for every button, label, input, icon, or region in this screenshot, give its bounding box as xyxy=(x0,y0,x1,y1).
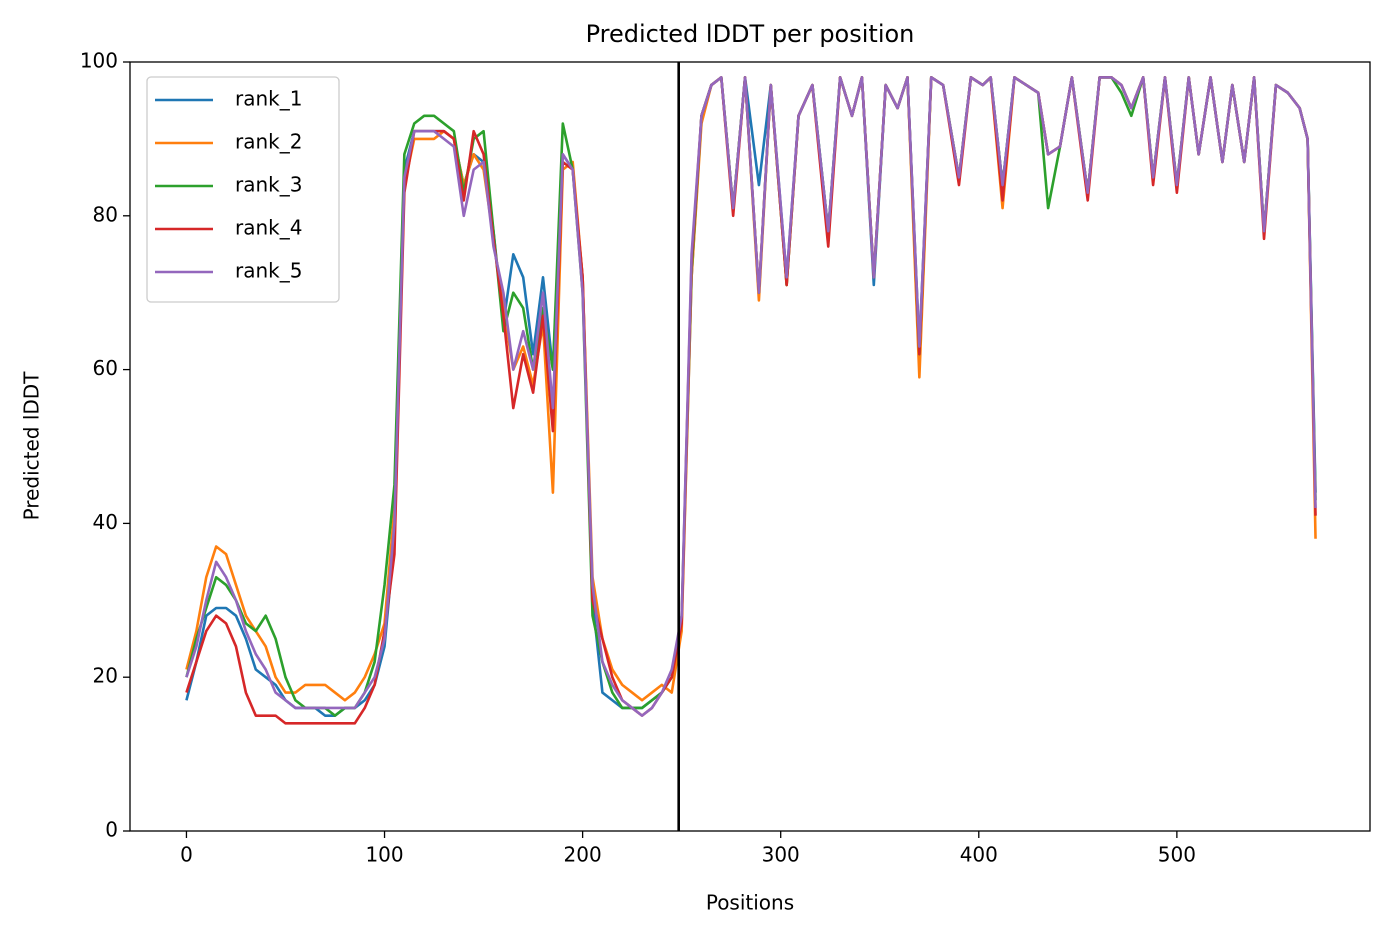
y-tick-label: 0 xyxy=(105,818,118,842)
x-axis-label: Positions xyxy=(706,891,794,915)
legend-label: rank_1 xyxy=(235,87,302,111)
y-tick-label: 60 xyxy=(93,356,118,380)
y-tick-label: 20 xyxy=(93,664,118,688)
y-tick-label: 100 xyxy=(80,49,118,73)
legend-label: rank_3 xyxy=(235,173,302,197)
legend-label: rank_5 xyxy=(235,259,302,283)
x-tick-label: 500 xyxy=(1158,843,1196,867)
plot-frame xyxy=(129,61,1371,832)
x-tick-label: 300 xyxy=(762,843,800,867)
y-tick-label: 80 xyxy=(93,202,118,226)
chart-title: Predicted lDDT per position xyxy=(586,20,915,48)
x-tick-label: 0 xyxy=(180,843,193,867)
x-tick-label: 200 xyxy=(564,843,602,867)
x-tick-label: 100 xyxy=(365,843,403,867)
legend-label: rank_4 xyxy=(235,216,302,240)
legend-box xyxy=(146,76,340,303)
series-line xyxy=(185,76,1317,717)
x-tick-label: 400 xyxy=(960,843,998,867)
y-axis-label: Predicted lDDT xyxy=(20,371,44,521)
legend-label: rank_2 xyxy=(235,130,302,154)
y-tick-label: 40 xyxy=(93,510,118,534)
